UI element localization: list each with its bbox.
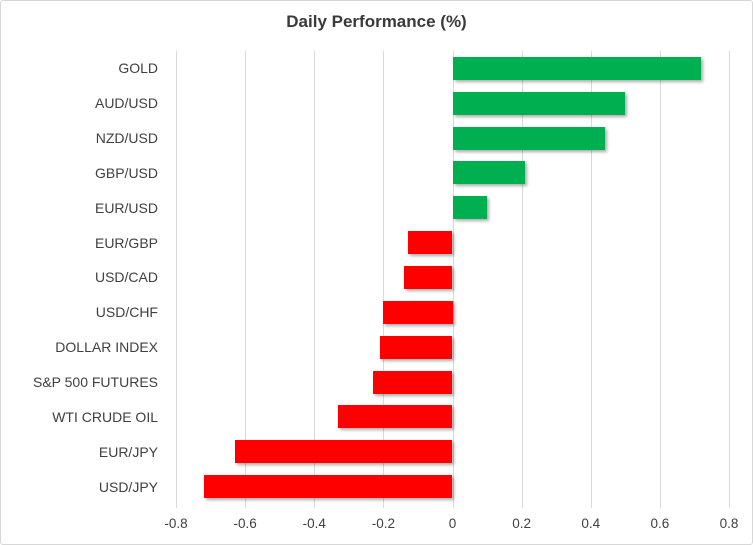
- category-label-gold: GOLD: [118, 60, 158, 77]
- category-label-wti-crude-oil: WTI CRUDE OIL: [52, 408, 158, 425]
- chart-title: Daily Performance (%): [286, 12, 467, 31]
- gridline-0.6: [659, 51, 661, 504]
- tick-mark--0.8: [176, 504, 177, 508]
- x-tick-label-0.4: 0.4: [581, 516, 601, 531]
- category-label-gbp-usd: GBP/USD: [94, 164, 158, 181]
- tick-mark-0.4: [590, 504, 592, 508]
- x-tick-label-0.8: 0.8: [719, 516, 739, 531]
- gridline--0.8: [176, 51, 177, 504]
- category-label-aud-usd: AUD/USD: [94, 95, 158, 112]
- bar-eur-jpy: [234, 440, 453, 464]
- category-label-dollar-index: DOLLAR INDEX: [55, 339, 158, 356]
- gridline-0: [452, 51, 454, 504]
- tick-mark-0.8: [729, 504, 730, 508]
- gridline-0.4: [590, 51, 592, 504]
- plot-area: [176, 51, 730, 508]
- x-tick-label-0.6: 0.6: [650, 516, 670, 531]
- category-label-usd-chf: USD/CHF: [95, 304, 158, 321]
- gridline--0.2: [383, 51, 385, 504]
- category-label-usd-cad: USD/CAD: [94, 269, 158, 286]
- x-tick-label--0.2: -0.2: [371, 516, 396, 531]
- bar-wti-crude-oil: [338, 405, 453, 429]
- gridline-0.8: [729, 51, 730, 504]
- category-axis: GOLD AUD/USD NZD/USD GBP/USD EUR/USD EUR/GBP U…: [1, 51, 158, 504]
- bar-usd-jpy: [203, 475, 453, 499]
- tick-mark--0.6: [245, 504, 247, 508]
- category-label-eur-usd: EUR/USD: [94, 199, 158, 216]
- bar-eur-gbp: [407, 231, 453, 255]
- category-label-s-p-500-futures: S&P 500 FUTURES: [32, 374, 158, 391]
- gridline--0.4: [314, 51, 316, 504]
- bar-nzd-usd: [452, 126, 605, 150]
- category-label-eur-gbp: EUR/GBP: [94, 234, 158, 251]
- bar-gold: [452, 56, 702, 80]
- bar-usd-chf: [383, 300, 453, 324]
- bar-usd-cad: [404, 266, 453, 289]
- category-label-usd-jpy: USD/JPY: [98, 478, 158, 495]
- x-tick-label-0.2: 0.2: [512, 516, 532, 531]
- category-label-eur-jpy: EUR/JPY: [98, 443, 158, 460]
- value-axis: -0.8 -0.6 -0.4 -0.2 0 0.2 0.4 0.6 0.8: [164, 513, 738, 535]
- tick-mark-0.2: [521, 504, 523, 508]
- x-tick-label-0: 0: [448, 516, 457, 531]
- x-tick-label--0.4: -0.4: [302, 516, 326, 531]
- gridline-0.2: [521, 51, 523, 504]
- tick-mark--0.4: [314, 504, 316, 508]
- tick-mark--0.2: [383, 504, 385, 508]
- tick-mark-0: [452, 504, 454, 508]
- gridline--0.6: [245, 51, 247, 504]
- bar-eur-usd: [452, 196, 488, 220]
- tick-mark-0.6: [659, 504, 661, 508]
- bar-s-p-500-futures: [373, 370, 453, 394]
- category-label-nzd-usd: NZD/USD: [95, 130, 158, 147]
- bar-aud-usd: [452, 91, 626, 115]
- bar-gbp-usd: [452, 161, 526, 185]
- x-tick-label--0.6: -0.6: [233, 516, 257, 531]
- bar-dollar-index: [379, 335, 453, 359]
- x-tick-label--0.8: -0.8: [164, 516, 188, 531]
